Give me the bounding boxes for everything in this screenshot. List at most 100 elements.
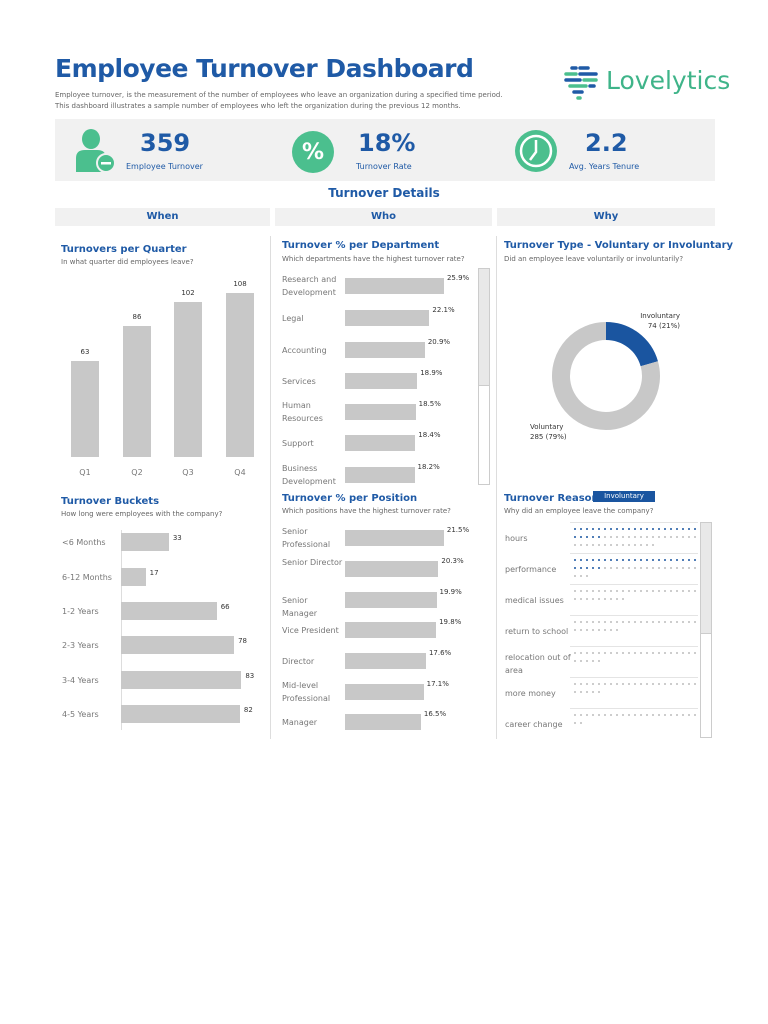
column-divider bbox=[496, 236, 497, 739]
department-value-label: 18.2% bbox=[417, 463, 440, 471]
reason-dot bbox=[598, 683, 600, 685]
reason-dot bbox=[694, 567, 696, 569]
reason-dot bbox=[598, 621, 600, 623]
department-label: Support bbox=[282, 439, 314, 448]
reason-dot bbox=[598, 544, 600, 546]
reason-dot bbox=[610, 528, 612, 530]
position-bar bbox=[345, 530, 444, 546]
reason-dot bbox=[634, 683, 636, 685]
buckets-chart-title: Turnover Buckets bbox=[61, 496, 160, 507]
reason-dot bbox=[646, 683, 648, 685]
reason-dot bbox=[574, 575, 576, 577]
reason-dot bbox=[634, 536, 636, 538]
reason-label: career change bbox=[505, 720, 563, 729]
position-value-label: 20.3% bbox=[441, 557, 464, 565]
reason-dot bbox=[604, 559, 606, 561]
reason-dot bbox=[628, 536, 630, 538]
reason-dot bbox=[574, 559, 576, 561]
reason-dot bbox=[694, 714, 696, 716]
reason-dot bbox=[592, 590, 594, 592]
reason-dot bbox=[604, 528, 606, 530]
position-value-label: 19.9% bbox=[439, 588, 462, 596]
reason-dot bbox=[610, 590, 612, 592]
reason-dot bbox=[652, 590, 654, 592]
reason-dot bbox=[676, 714, 678, 716]
reason-dot bbox=[640, 683, 642, 685]
reason-dot bbox=[694, 590, 696, 592]
bucket-label: 2-3 Years bbox=[62, 641, 99, 650]
reason-dot bbox=[580, 528, 582, 530]
voluntary-name: Voluntary bbox=[530, 423, 564, 431]
reason-label: relocation out of area bbox=[505, 653, 571, 675]
position-value-label: 19.8% bbox=[439, 618, 462, 626]
reason-dot bbox=[676, 528, 678, 530]
reason-dot bbox=[688, 536, 690, 538]
reason-dot bbox=[652, 559, 654, 561]
reason-dot bbox=[676, 559, 678, 561]
reason-dot bbox=[592, 621, 594, 623]
reason-dot bbox=[688, 528, 690, 530]
reason-dot bbox=[640, 544, 642, 546]
involuntary-slice[interactable] bbox=[605, 322, 658, 367]
bucket-bar bbox=[121, 602, 217, 620]
reason-dot bbox=[580, 683, 582, 685]
department-value-label: 18.5% bbox=[418, 400, 441, 408]
position-bar bbox=[345, 561, 439, 577]
reason-dot bbox=[574, 528, 576, 530]
department-scrollbar[interactable] bbox=[478, 268, 490, 485]
percent-icon: % bbox=[292, 131, 334, 173]
reason-dot bbox=[616, 536, 618, 538]
reason-dot bbox=[586, 683, 588, 685]
reason-dot bbox=[610, 559, 612, 561]
reason-dot bbox=[694, 536, 696, 538]
reason-dot bbox=[628, 621, 630, 623]
position-bar bbox=[345, 592, 437, 608]
bucket-label: 3-4 Years bbox=[62, 676, 99, 685]
department-value-label: 20.9% bbox=[427, 338, 451, 346]
column-header-who: Who bbox=[275, 208, 492, 226]
reason-dot bbox=[694, 621, 696, 623]
reason-dot bbox=[580, 559, 582, 561]
reason-dot bbox=[592, 544, 594, 546]
department-chart-title: Turnover % per Department bbox=[282, 240, 440, 251]
reason-dot bbox=[646, 652, 648, 654]
reason-dot bbox=[670, 567, 672, 569]
reason-dot bbox=[574, 621, 576, 623]
involuntary-filter-badge[interactable]: Involuntary bbox=[593, 491, 655, 502]
clock-icon bbox=[515, 130, 557, 172]
bucket-bar bbox=[121, 568, 146, 586]
voluntary-slice[interactable] bbox=[552, 322, 660, 430]
reason-dot bbox=[604, 629, 606, 631]
reason-dot bbox=[592, 691, 594, 693]
reason-label: return to school bbox=[505, 627, 569, 636]
reason-dot bbox=[592, 528, 594, 530]
reason-dot bbox=[652, 528, 654, 530]
reason-dot bbox=[664, 621, 666, 623]
reason-dot bbox=[574, 683, 576, 685]
reason-dot bbox=[670, 621, 672, 623]
involuntary-label: Involuntary 74 (21%) bbox=[600, 311, 680, 331]
reason-dot bbox=[586, 528, 588, 530]
reason-scrollbar[interactable] bbox=[700, 522, 712, 738]
reason-dot bbox=[610, 536, 612, 538]
reason-dot bbox=[616, 567, 618, 569]
type-donut-chart bbox=[552, 322, 660, 430]
reason-dot bbox=[658, 536, 660, 538]
reason-dot bbox=[580, 536, 582, 538]
reason-dot bbox=[610, 598, 612, 600]
reason-dot bbox=[574, 722, 576, 724]
reason-dot bbox=[610, 567, 612, 569]
reason-dot bbox=[640, 621, 642, 623]
reason-dot bbox=[586, 598, 588, 600]
department-bar bbox=[345, 435, 416, 451]
kpi-band bbox=[55, 119, 715, 181]
reason-dot bbox=[616, 590, 618, 592]
reason-dot bbox=[688, 621, 690, 623]
bucket-value-label: 78 bbox=[238, 637, 248, 645]
reason-dot bbox=[592, 652, 594, 654]
department-bar bbox=[345, 467, 415, 483]
reason-dot bbox=[628, 652, 630, 654]
reason-dot bbox=[658, 528, 660, 530]
reason-dot bbox=[586, 714, 588, 716]
reason-chart-subtitle: Why did an employee leave the company? bbox=[504, 507, 654, 515]
